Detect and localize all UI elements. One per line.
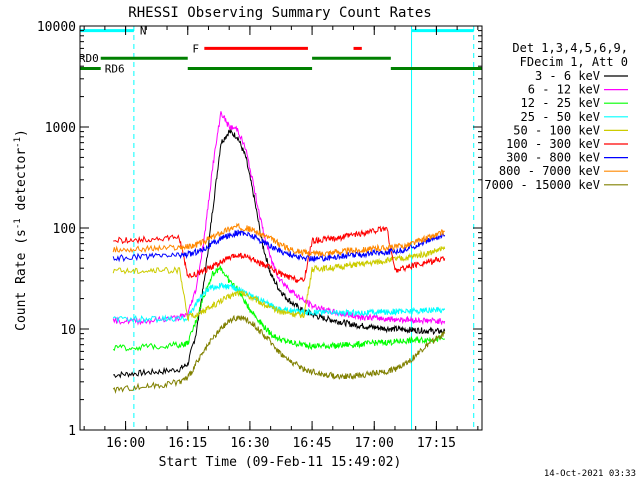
series-line	[112, 314, 446, 394]
axes: 1 10 100 1000 10000 16:00 16:15 16:30 16:45 17:00…	[37, 20, 483, 451]
y-tick-label: 10	[60, 323, 76, 338]
vertical-markers	[79, 26, 475, 430]
y-tick-label: 1000	[45, 121, 76, 136]
chart-title: RHESSI Observing Summary Count Rates	[128, 5, 431, 21]
y-label-main: Count Rate (s	[14, 229, 29, 331]
status-bar-label: RD0	[79, 52, 99, 65]
legend-entry-label: 12 - 25 keV	[521, 96, 600, 110]
timestamp: 14-Oct-2021 03:33	[544, 469, 636, 479]
series-line	[112, 128, 446, 379]
series-line	[112, 265, 446, 352]
legend-header-line2: FDecim 1, Att 0	[520, 55, 628, 69]
x-tick-label: 17:00	[355, 436, 394, 451]
legend-entry-label: 7000 - 15000 keV	[484, 178, 600, 192]
legend-entry-label: 25 - 50 keV	[521, 110, 600, 124]
status-bar-label: F	[192, 42, 199, 55]
y-label-sup1: -1	[13, 218, 23, 229]
y-label-end: )	[14, 129, 29, 137]
legend-entry-label: 3 - 6 keV	[535, 69, 600, 83]
status-bar-label: N	[140, 25, 147, 38]
x-tick-label: 17:15	[417, 436, 456, 451]
legend-entry-label: 800 - 7000 keV	[499, 164, 600, 178]
series-line	[112, 111, 446, 326]
y-axis-label: Count Rate (s-1 detector-1)	[13, 129, 29, 331]
x-axis-label: Start Time (09-Feb-11 15:49:02)	[159, 455, 402, 470]
status-bar-label: RD6	[105, 62, 125, 75]
legend: Det 1,3,4,5,6,9, FDecim 1, Att 0 3 - 6 k…	[484, 41, 628, 192]
plot-frame	[79, 25, 483, 431]
x-tick-label: 16:15	[168, 436, 207, 451]
series-line	[112, 222, 446, 258]
legend-entry-label: 100 - 300 keV	[506, 137, 600, 151]
series-line	[112, 282, 446, 324]
y-tick-label: 10000	[37, 20, 76, 35]
y-label-mid: detector	[14, 148, 29, 219]
y-tick-label: 100	[53, 222, 76, 237]
series-line	[113, 225, 446, 284]
legend-entry-label: 6 - 12 keV	[528, 83, 600, 97]
series-line	[112, 229, 446, 263]
x-tick-label: 16:30	[230, 436, 269, 451]
y-label-sup2: -1	[13, 137, 23, 148]
legend-header-line1: Det 1,3,4,5,6,9,	[512, 41, 628, 55]
y-tick-label: 1	[68, 424, 76, 439]
plot-area	[112, 111, 446, 394]
status-bars: N F RD0 RD6	[79, 25, 482, 75]
series-line	[112, 246, 446, 322]
x-tick-label: 16:00	[106, 436, 145, 451]
legend-entry-label: 300 - 800 keV	[506, 151, 600, 165]
x-tick-label: 16:45	[293, 436, 332, 451]
legend-entry-label: 50 - 100 keV	[513, 123, 600, 137]
